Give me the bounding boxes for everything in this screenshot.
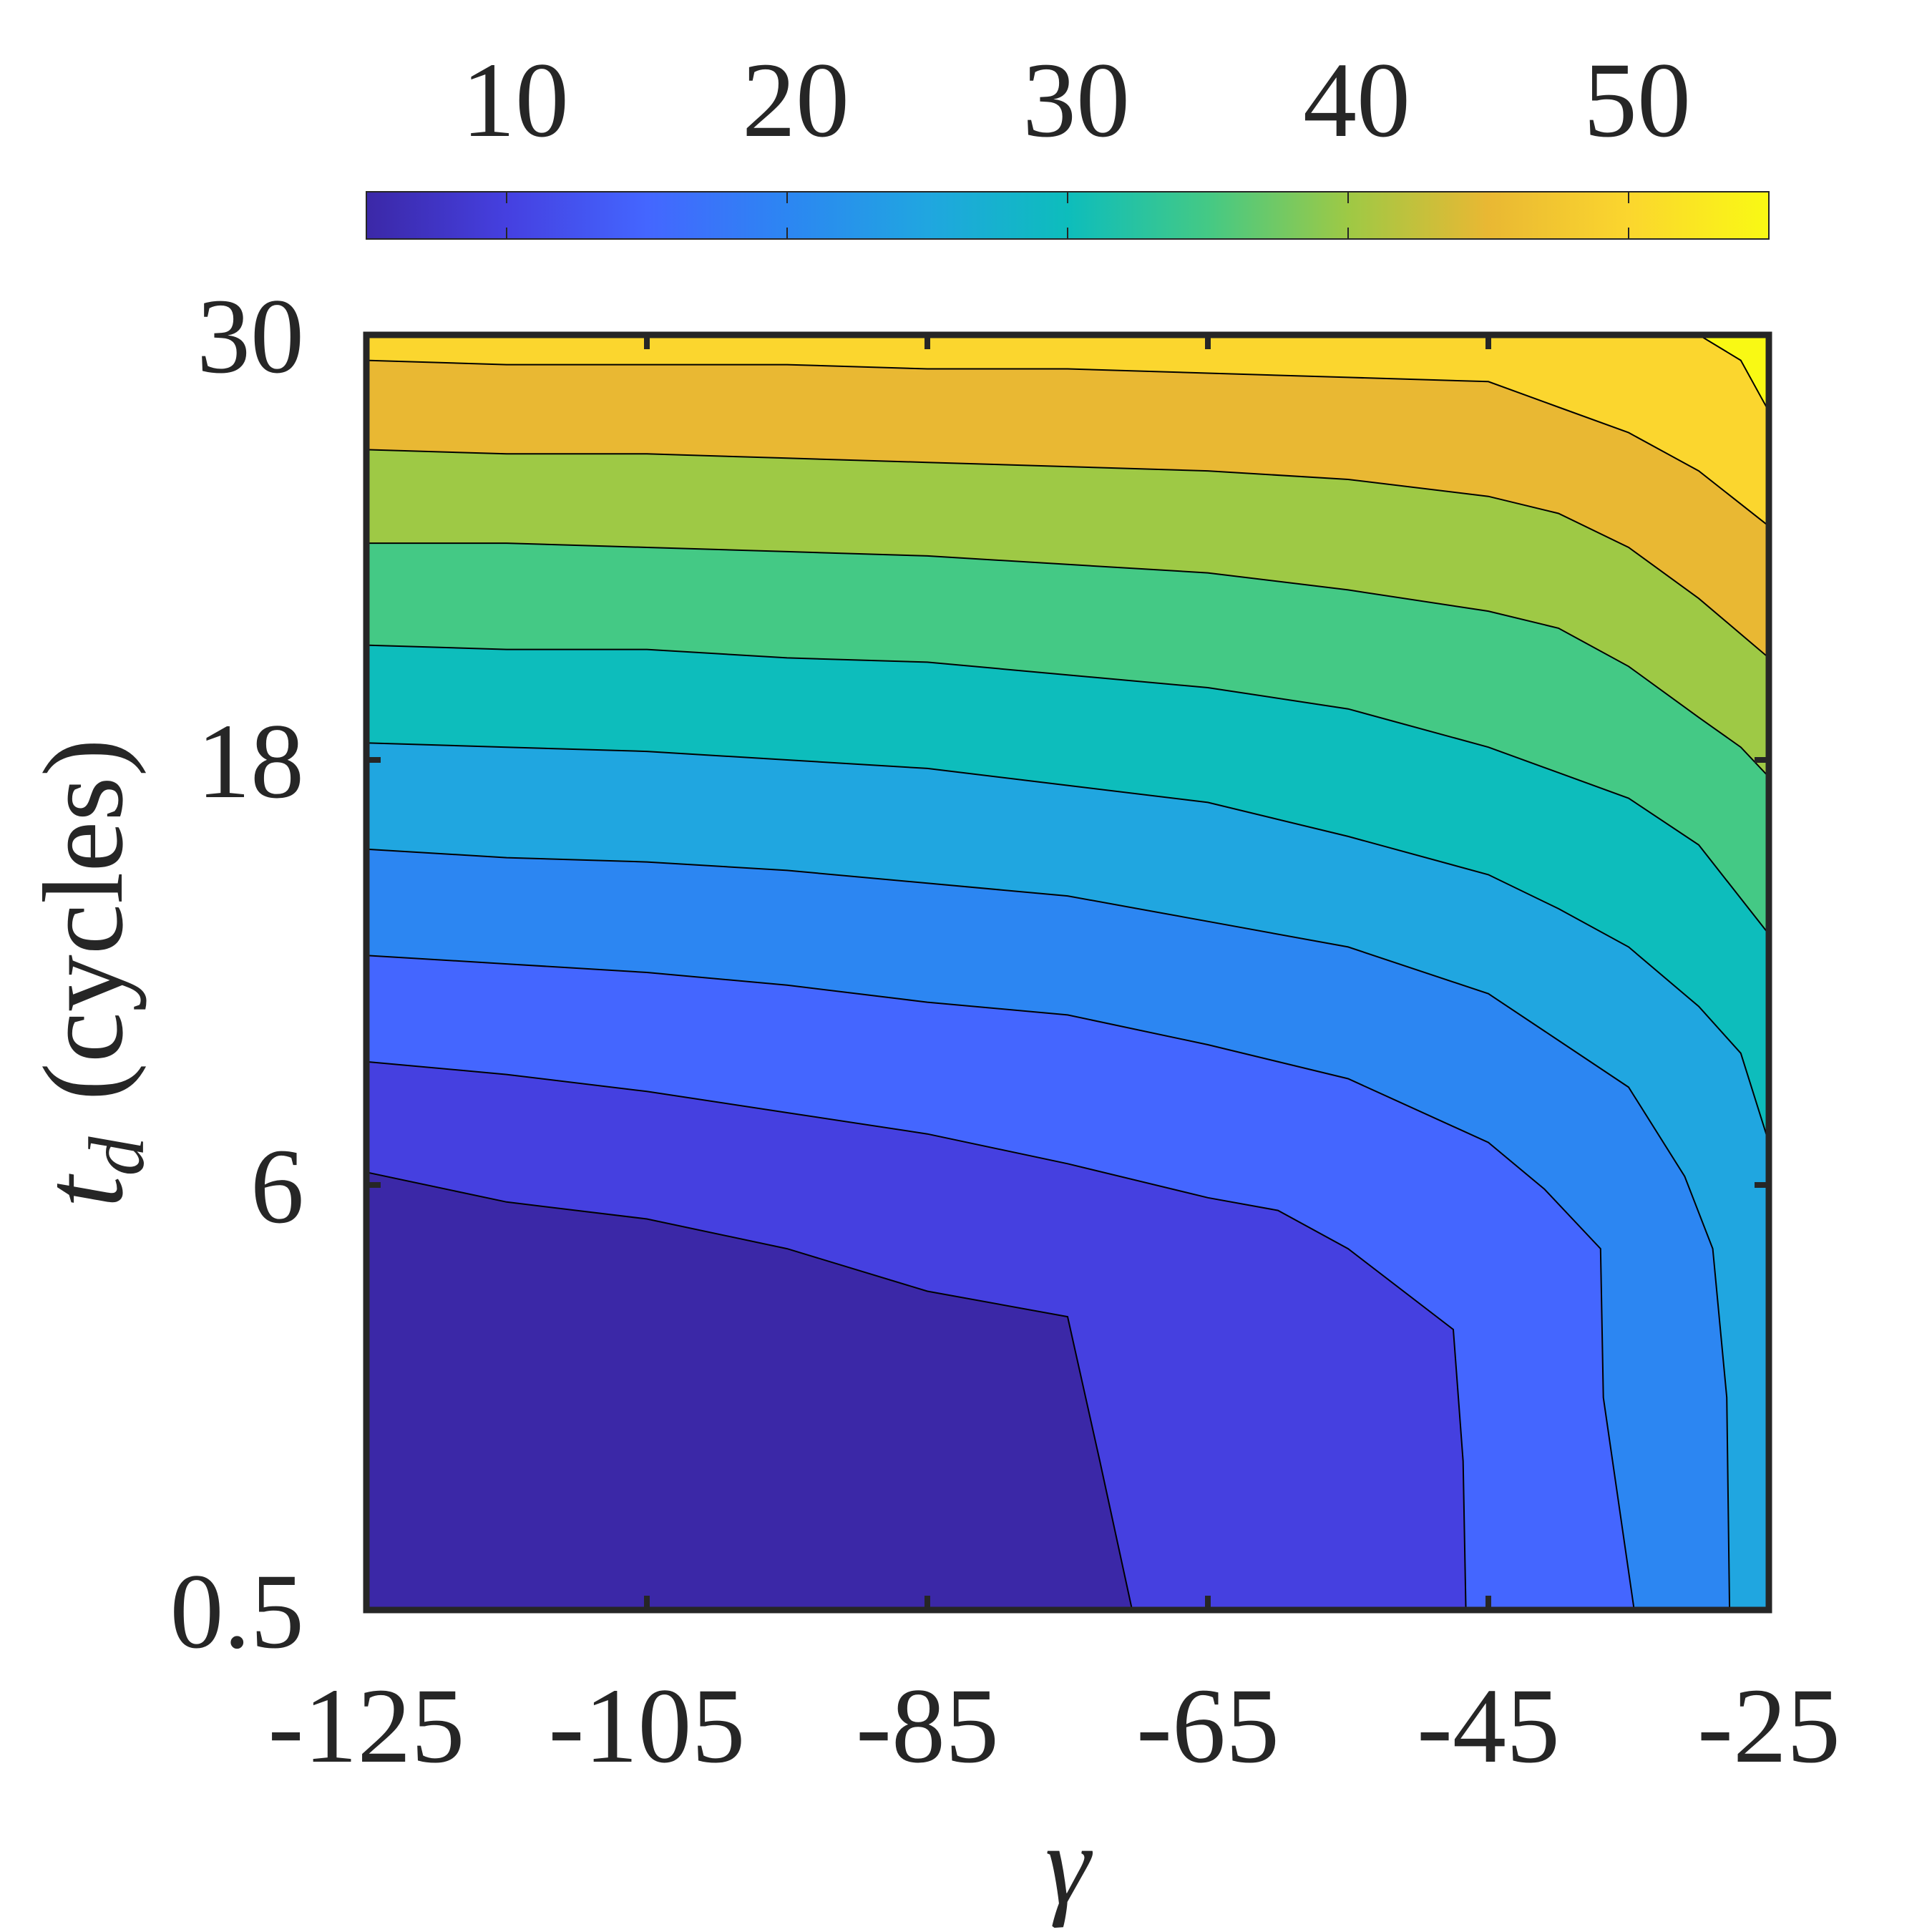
contour-line: [1698, 334, 1769, 412]
colorbar-tick-label: 20: [742, 41, 849, 160]
y-axis-title-subscript: d: [73, 1136, 160, 1176]
y-tick-label: 6: [250, 1127, 304, 1246]
y-tick-label: 0.5: [170, 1552, 305, 1671]
colorbar: 10 20 30 40 50: [366, 41, 1770, 240]
y-tick-label: 18: [197, 702, 304, 821]
colorbar-tick-label: 30: [1023, 41, 1130, 160]
svg-text:td(cycles): td (cycles): [19, 738, 160, 1208]
contour-line: [366, 955, 1635, 1611]
contour-line: [366, 848, 1731, 1611]
plot-frame: [363, 331, 1772, 1614]
contour-line: [366, 1171, 1133, 1611]
plot-area: [363, 331, 1772, 1614]
y-axis-title-main: t: [19, 1174, 147, 1208]
contour-band: [365, 333, 1769, 658]
x-tick-label: -85: [856, 1667, 999, 1785]
contour-band: [365, 333, 1769, 527]
x-tick-label: -45: [1417, 1667, 1560, 1785]
contour-line: [366, 359, 1769, 527]
contour-line: [366, 742, 1769, 1143]
colorbar-tick-label: 40: [1303, 41, 1410, 160]
colorbar-tick-label: 10: [462, 41, 569, 160]
y-axis-title: td (cycles): [19, 738, 160, 1208]
y-axis-title-unit: (cycles): [19, 738, 147, 1101]
x-axis-title: γ: [1045, 1801, 1093, 1928]
y-tick-label: 30: [197, 277, 304, 396]
x-tick-label: -25: [1697, 1667, 1840, 1785]
x-tick-label: -65: [1136, 1667, 1279, 1785]
contour-line: [366, 542, 1769, 778]
contour-line: [366, 644, 1769, 935]
x-tick-label: -125: [268, 1667, 465, 1785]
contour-line: [366, 449, 1769, 659]
contour-line: [366, 1060, 1467, 1611]
x-tick-label: -105: [549, 1667, 746, 1785]
colorbar-tick-label: 50: [1584, 41, 1691, 160]
